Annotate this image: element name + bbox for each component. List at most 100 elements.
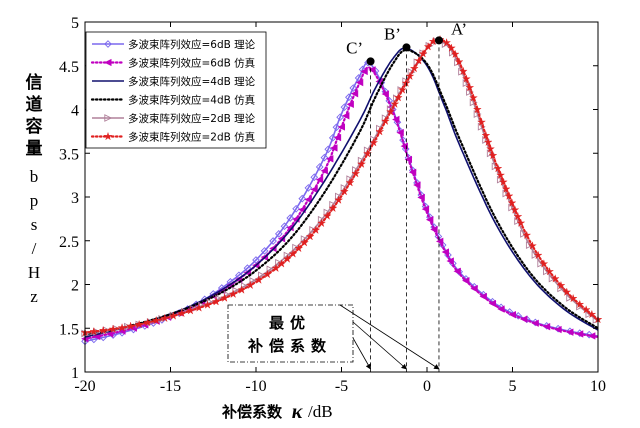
series-marker-0 xyxy=(274,230,283,238)
series-marker-1 xyxy=(453,267,461,275)
series-marker-5 xyxy=(339,186,349,196)
series-marker-5 xyxy=(562,287,572,296)
axes: -20 -15 -10 -5 0 5 10 1 1.5 2 2.5 3 3.5 4 4.5 5 xyxy=(59,15,606,395)
series-marker-0 xyxy=(514,312,523,320)
series-marker-0 xyxy=(315,163,324,171)
series-marker-4 xyxy=(548,274,557,283)
series-marker-5 xyxy=(401,78,411,87)
series-marker-1 xyxy=(355,78,364,87)
series-marker-5 xyxy=(254,275,264,284)
series-marker-5 xyxy=(185,306,195,315)
series-marker-1 xyxy=(520,315,528,323)
x-tick-label: -5 xyxy=(335,378,348,395)
series-marker-5 xyxy=(472,104,482,114)
series-marker-4 xyxy=(477,122,486,131)
series-marker-5 xyxy=(539,259,549,268)
annotation-arrow xyxy=(352,337,371,370)
series-marker-5 xyxy=(317,218,327,228)
series-marker-0 xyxy=(349,84,358,92)
series-5 xyxy=(80,34,603,337)
series-marker-4 xyxy=(240,282,249,291)
x-tick-label: -10 xyxy=(245,378,266,395)
series-line-2 xyxy=(84,47,599,338)
series-marker-4 xyxy=(407,68,416,77)
series-marker-1 xyxy=(575,330,584,338)
annotation-box xyxy=(227,304,354,363)
series-marker-0 xyxy=(324,145,333,154)
series-marker-5 xyxy=(177,308,187,318)
series-marker-5 xyxy=(108,324,118,333)
series-marker-1 xyxy=(105,330,114,338)
series-marker-5 xyxy=(454,57,464,66)
series-marker-5 xyxy=(322,211,332,220)
series-marker-5 xyxy=(282,254,292,263)
series-marker-0 xyxy=(286,214,295,222)
y-tick-label: 5 xyxy=(71,15,79,32)
x-tick-label: 5 xyxy=(509,378,517,395)
series-marker-4 xyxy=(514,217,523,226)
series-marker-5 xyxy=(397,85,407,94)
series-marker-0 xyxy=(280,222,289,231)
legend-marker-0 xyxy=(104,40,112,48)
series-marker-5 xyxy=(143,317,153,327)
series-marker-4 xyxy=(258,271,266,280)
series-marker-5 xyxy=(481,130,491,140)
series-marker-5 xyxy=(510,205,520,214)
series-marker-5 xyxy=(418,49,428,58)
series-marker-5 xyxy=(501,184,511,193)
series-marker-1 xyxy=(326,155,334,163)
series-marker-0 xyxy=(328,133,337,142)
y-tick-label: 2 xyxy=(71,278,79,295)
series-marker-5 xyxy=(294,243,304,253)
y-ticks: 1 1.5 2 2.5 3 3.5 4 4.5 5 xyxy=(59,15,598,382)
series-marker-1 xyxy=(417,193,425,202)
series-marker-5 xyxy=(151,315,161,325)
series-marker-0 xyxy=(292,204,300,213)
series-marker-5 xyxy=(203,300,213,309)
series-marker-5 xyxy=(245,280,255,290)
y-label-unit-4: H xyxy=(28,263,40,282)
series-marker-1 xyxy=(400,142,408,150)
series-marker-5 xyxy=(414,56,424,65)
series-marker-5 xyxy=(507,198,517,207)
series-marker-5 xyxy=(380,116,390,126)
series-marker-5 xyxy=(461,74,471,83)
series-marker-0 xyxy=(345,93,353,102)
series-marker-5 xyxy=(299,238,309,247)
series-marker-1 xyxy=(396,128,404,137)
series-marker-0 xyxy=(358,65,367,74)
y-label-char-3: 量 xyxy=(26,138,43,159)
series-marker-0 xyxy=(90,335,98,344)
annotation-arrow xyxy=(352,321,408,370)
series-marker-5 xyxy=(575,299,585,309)
series-marker-0 xyxy=(320,153,329,162)
series-marker-1 xyxy=(315,176,324,184)
series-marker-5 xyxy=(351,168,361,178)
y-label-unit-2: s xyxy=(31,215,38,234)
series-marker-5 xyxy=(458,66,468,76)
series-marker-5 xyxy=(587,309,597,319)
series-marker-0 xyxy=(310,173,319,182)
series-marker-0 xyxy=(269,237,277,245)
series-marker-5 xyxy=(450,49,460,59)
series-marker-5 xyxy=(486,144,496,153)
series-marker-1 xyxy=(531,319,539,327)
peak-dot xyxy=(366,57,375,66)
legend-label-1: 多波束阵列效应=6dB 仿真 xyxy=(128,57,255,70)
peak-dot xyxy=(402,43,411,52)
series-marker-1 xyxy=(413,181,421,189)
series-marker-1 xyxy=(587,332,596,340)
series-marker-4 xyxy=(309,225,318,234)
series-marker-1 xyxy=(337,123,346,131)
series-marker-1 xyxy=(421,205,430,213)
peak-label: C’ xyxy=(346,38,363,57)
series-marker-1 xyxy=(435,237,444,246)
series-marker-5 xyxy=(516,218,526,227)
series-marker-5 xyxy=(409,63,419,73)
series-marker-4 xyxy=(466,88,474,96)
x-label-prefix: 补偿系数 xyxy=(221,403,283,421)
series-marker-5 xyxy=(527,241,537,250)
series-marker-5 xyxy=(513,211,523,221)
y-tick-label: 4 xyxy=(71,103,79,120)
